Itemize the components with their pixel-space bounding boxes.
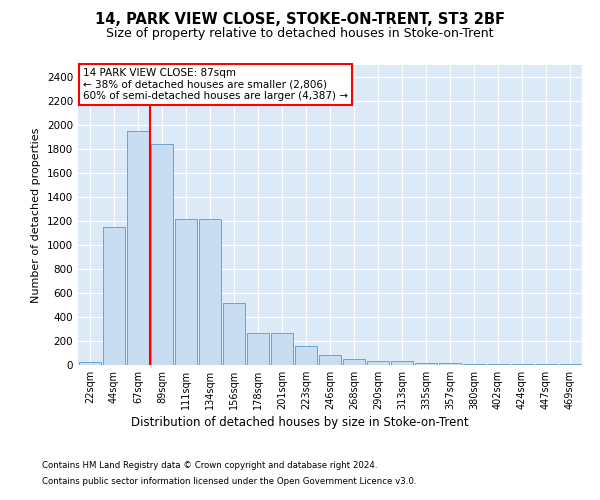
Bar <box>271 333 293 365</box>
Text: Size of property relative to detached houses in Stoke-on-Trent: Size of property relative to detached ho… <box>106 28 494 40</box>
Bar <box>295 346 317 365</box>
Bar <box>151 144 173 365</box>
Text: Contains public sector information licensed under the Open Government Licence v3: Contains public sector information licen… <box>42 476 416 486</box>
Text: Distribution of detached houses by size in Stoke-on-Trent: Distribution of detached houses by size … <box>131 416 469 429</box>
Bar <box>247 333 269 365</box>
Bar <box>487 364 509 365</box>
Bar <box>343 359 365 365</box>
Bar <box>511 364 533 365</box>
Text: 14 PARK VIEW CLOSE: 87sqm
← 38% of detached houses are smaller (2,806)
60% of se: 14 PARK VIEW CLOSE: 87sqm ← 38% of detac… <box>83 68 348 101</box>
Bar <box>223 303 245 365</box>
Bar <box>391 361 413 365</box>
Bar <box>199 218 221 365</box>
Bar <box>127 131 149 365</box>
Bar <box>415 362 437 365</box>
Bar <box>463 364 485 365</box>
Bar <box>559 364 581 365</box>
Bar <box>103 227 125 365</box>
Bar <box>367 361 389 365</box>
Bar <box>79 362 101 365</box>
Bar <box>439 363 461 365</box>
Text: 14, PARK VIEW CLOSE, STOKE-ON-TRENT, ST3 2BF: 14, PARK VIEW CLOSE, STOKE-ON-TRENT, ST3… <box>95 12 505 28</box>
Text: Contains HM Land Registry data © Crown copyright and database right 2024.: Contains HM Land Registry data © Crown c… <box>42 460 377 469</box>
Bar <box>175 218 197 365</box>
Bar <box>535 364 557 365</box>
Bar <box>319 356 341 365</box>
Y-axis label: Number of detached properties: Number of detached properties <box>31 128 41 302</box>
